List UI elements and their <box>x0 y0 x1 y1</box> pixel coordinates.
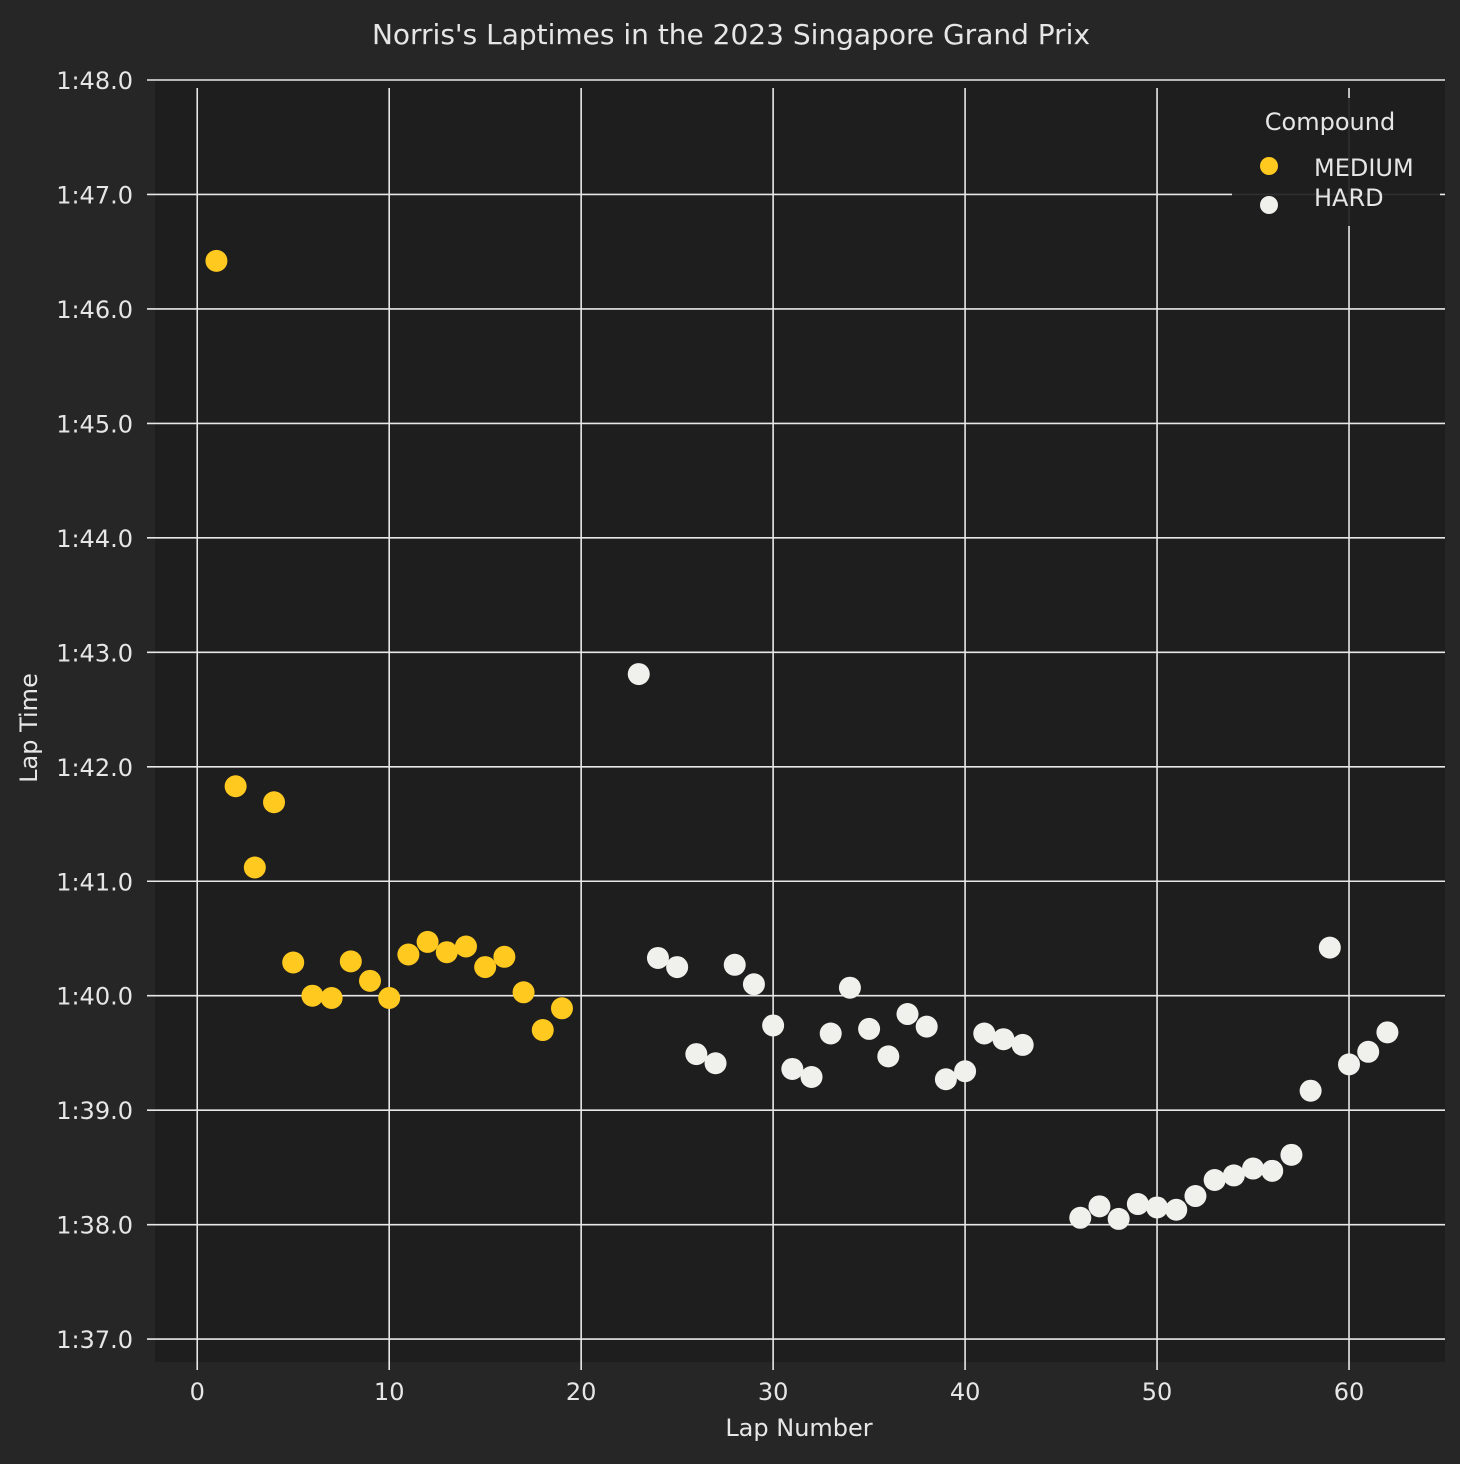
y-tick-label: 1:45.0 <box>56 410 133 438</box>
data-point-hard <box>1069 1206 1092 1229</box>
y-tick-label: 1:41.0 <box>56 868 133 896</box>
legend: Compound MEDIUM HARD <box>1232 98 1440 226</box>
y-tick-label: 1:37.0 <box>56 1326 133 1354</box>
y-tick-label: 1:44.0 <box>56 525 133 553</box>
data-point-hard <box>666 956 689 979</box>
axis-ticks: 0 10 20 30 40 50 60 1:37.0 1:38.0 1:39.0 1:40.0 1:4… <box>56 67 1364 1406</box>
chart-title: Norris's Laptimes in the 2023 Singapore … <box>372 18 1090 51</box>
data-point-hard <box>858 1017 881 1040</box>
y-tick-label: 1:48.0 <box>56 67 133 95</box>
y-tick-label: 1:46.0 <box>56 296 133 324</box>
data-point-hard <box>992 1028 1015 1051</box>
data-point-hard <box>1357 1040 1380 1063</box>
x-tick-label: 0 <box>190 1378 205 1406</box>
data-point-hard <box>627 663 650 686</box>
data-point-hard <box>877 1045 900 1068</box>
data-point-medium <box>493 945 516 968</box>
y-tick-label: 1:39.0 <box>56 1097 133 1125</box>
data-point-medium <box>512 981 535 1004</box>
data-point-hard <box>1318 936 1341 959</box>
data-point-medium <box>339 950 362 973</box>
y-tick-label: 1:38.0 <box>56 1212 133 1240</box>
data-point-hard <box>685 1043 708 1066</box>
data-point-hard <box>800 1065 823 1088</box>
x-tick-label: 20 <box>566 1378 597 1406</box>
legend-label-medium: MEDIUM <box>1314 154 1414 182</box>
x-tick-label: 30 <box>758 1378 789 1406</box>
data-point-hard <box>915 1015 938 1038</box>
y-tick-label: 1:40.0 <box>56 983 133 1011</box>
legend-marker-medium <box>1260 157 1278 175</box>
x-tick-label: 40 <box>950 1378 981 1406</box>
data-point-medium <box>416 930 439 953</box>
data-point-medium <box>474 956 497 979</box>
data-point-hard <box>1376 1021 1399 1044</box>
data-point-hard <box>1338 1053 1361 1076</box>
data-point-hard <box>781 1057 804 1080</box>
data-point-hard <box>896 1003 919 1026</box>
data-point-hard <box>1222 1164 1245 1187</box>
data-point-medium <box>397 943 420 966</box>
y-tick-label: 1:47.0 <box>56 181 133 209</box>
legend-label-hard: HARD <box>1314 184 1384 212</box>
data-points <box>205 249 1399 1230</box>
data-point-hard <box>838 976 861 999</box>
data-point-hard <box>1146 1196 1169 1219</box>
legend-marker-hard <box>1260 196 1278 214</box>
data-point-medium <box>224 775 247 798</box>
data-point-hard <box>1299 1079 1322 1102</box>
data-point-medium <box>243 856 266 879</box>
data-point-medium <box>550 997 573 1020</box>
data-point-medium <box>359 969 381 992</box>
plot-area <box>155 80 1445 1362</box>
data-point-hard <box>1011 1033 1034 1056</box>
x-tick-label: 10 <box>374 1378 405 1406</box>
data-point-hard <box>934 1068 957 1091</box>
data-point-hard <box>1088 1195 1111 1218</box>
data-point-medium <box>282 951 305 974</box>
data-point-hard <box>1184 1185 1207 1208</box>
data-point-hard <box>1165 1198 1188 1221</box>
data-point-hard <box>973 1022 996 1045</box>
y-tick-label: 1:42.0 <box>56 754 133 782</box>
data-point-hard <box>1280 1143 1303 1166</box>
grid-lines <box>147 79 1445 1362</box>
data-point-medium <box>531 1019 554 1042</box>
data-point-medium <box>205 249 228 272</box>
data-point-hard <box>1203 1169 1226 1192</box>
data-point-hard <box>704 1052 727 1075</box>
data-point-medium <box>454 935 477 958</box>
data-point-hard <box>1242 1157 1265 1180</box>
data-point-hard <box>742 973 765 996</box>
data-point-medium <box>378 987 401 1010</box>
data-point-medium <box>301 984 324 1007</box>
data-point-hard <box>646 946 669 969</box>
x-axis-label: Lap Number <box>725 1414 872 1442</box>
data-point-medium <box>263 791 286 814</box>
data-point-hard <box>954 1060 977 1083</box>
data-point-medium <box>435 941 458 964</box>
data-point-hard <box>723 953 746 976</box>
data-point-hard <box>762 1014 785 1037</box>
data-point-hard <box>1107 1207 1130 1230</box>
x-tick-label: 60 <box>1334 1378 1365 1406</box>
data-point-hard <box>819 1022 842 1045</box>
y-tick-label: 1:43.0 <box>56 639 133 667</box>
y-axis-label: Lap Time <box>15 673 43 783</box>
legend-title: Compound <box>1265 108 1395 136</box>
data-point-medium <box>320 987 343 1010</box>
x-tick-label: 50 <box>1142 1378 1173 1406</box>
data-point-hard <box>1126 1193 1149 1216</box>
data-point-hard <box>1261 1159 1284 1182</box>
